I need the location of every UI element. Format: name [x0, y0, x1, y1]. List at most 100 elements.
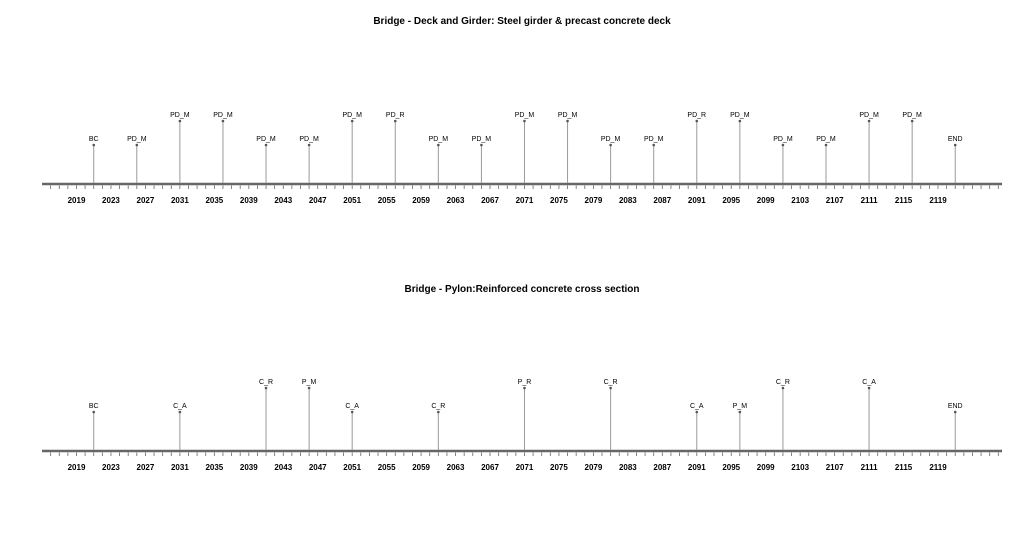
event-marker: C_A	[690, 403, 704, 450]
event-dot	[910, 119, 914, 123]
tick-label: 2119	[929, 196, 947, 205]
tick-label: 2115	[895, 196, 913, 205]
event-dot	[264, 143, 268, 147]
tick-label: 2039	[240, 463, 258, 472]
event-dot	[523, 386, 526, 390]
event-label: PD_M	[256, 136, 276, 143]
tick-label: 2103	[791, 196, 809, 205]
tick-label: 2051	[343, 463, 361, 472]
event-marker: P_R	[518, 379, 532, 450]
tick-label: 2035	[205, 463, 223, 472]
event-label: PD_M	[213, 112, 233, 119]
event-marker: PD_M	[773, 136, 793, 183]
tick-label: 2087	[653, 196, 671, 205]
event-dot	[221, 119, 225, 123]
event-label: P_M	[733, 403, 748, 410]
event-marker: PD_R	[687, 112, 706, 183]
event-marker: P_M	[733, 403, 748, 450]
event-marker: PD_M	[644, 136, 664, 183]
event-label: C_R	[431, 403, 445, 410]
event-dot	[738, 410, 742, 414]
tick-label: 2115	[895, 463, 913, 472]
event-label: PD_M	[558, 112, 578, 119]
tick-label: 2055	[378, 196, 396, 205]
tick-label: 2023	[102, 196, 120, 205]
event-marker: PD_M	[515, 112, 534, 183]
event-label: PD_M	[342, 112, 362, 119]
event-dot	[738, 119, 742, 123]
event-label: C_A	[862, 379, 876, 386]
event-dot	[523, 119, 526, 123]
event-label: PD_M	[127, 136, 147, 143]
event-dot	[350, 410, 354, 414]
event-label: PD_M	[902, 112, 922, 119]
event-marker: C_R	[259, 379, 273, 450]
tick-label: 2103	[791, 463, 809, 472]
event-label: PD_R	[687, 112, 706, 119]
event-marker: PD_M	[429, 136, 448, 183]
tick-label: 2055	[378, 463, 396, 472]
event-marker: PD_M	[730, 112, 750, 183]
event-label: P_M	[302, 379, 317, 386]
tick-label: 2099	[757, 196, 775, 205]
tick-label: 2079	[585, 463, 603, 472]
timeline-chart-1: Bridge - Deck and Girder: Steel girder &…	[42, 16, 1002, 205]
tick-label: 2039	[240, 196, 258, 205]
tick-label: 2063	[447, 196, 465, 205]
chart-title: Bridge - Deck and Girder: Steel girder &…	[373, 16, 671, 27]
tick-label: 2043	[274, 196, 292, 205]
event-dot	[566, 119, 569, 123]
tick-label: 2083	[619, 463, 637, 472]
event-dot	[781, 143, 785, 147]
tick-label: 2107	[826, 463, 844, 472]
event-marker: PD_M	[299, 136, 319, 183]
event-dot	[609, 143, 612, 147]
tick-label: 2059	[412, 463, 430, 472]
tick-label: 2119	[929, 463, 947, 472]
tick-label: 2111	[861, 463, 878, 472]
event-dot	[135, 143, 139, 147]
event-marker: PD_M	[472, 136, 491, 183]
event-label: P_R	[518, 379, 532, 386]
event-marker: P_M	[302, 379, 317, 450]
event-label: C_R	[604, 379, 618, 386]
event-marker: C_A	[862, 379, 876, 450]
event-marker: PD_M	[902, 112, 922, 183]
event-label: C_R	[259, 379, 273, 386]
tick-label: 2019	[68, 196, 86, 205]
event-dot	[695, 410, 699, 414]
event-label: PD_M	[299, 136, 319, 143]
timeline-chart-2: Bridge - Pylon:Reinforced concrete cross…	[42, 284, 1002, 472]
event-dot	[867, 386, 871, 390]
event-marker: END	[948, 403, 963, 450]
tick-label: 2031	[171, 463, 189, 472]
event-dot	[92, 143, 96, 147]
event-dot	[264, 386, 268, 390]
event-dot	[92, 410, 96, 414]
tick-label: 2027	[137, 463, 155, 472]
event-dot	[178, 410, 182, 414]
event-dot	[307, 143, 311, 147]
event-dot	[609, 386, 612, 390]
tick-label: 2067	[481, 196, 499, 205]
event-dot	[350, 119, 354, 123]
tick-label: 2099	[757, 463, 775, 472]
event-marker: C_R	[431, 403, 445, 450]
chart-title: Bridge - Pylon:Reinforced concrete cross…	[404, 284, 639, 295]
tick-label: 2023	[102, 463, 120, 472]
tick-label: 2083	[619, 196, 637, 205]
tick-label: 2059	[412, 196, 430, 205]
event-label: PD_R	[386, 112, 405, 119]
event-label: END	[948, 136, 963, 143]
event-marker: PD_M	[256, 136, 276, 183]
event-marker: PD_M	[558, 112, 578, 183]
axis-ticks	[50, 185, 999, 189]
event-dot	[480, 143, 483, 147]
tick-label: 2095	[722, 196, 740, 205]
event-label: PD_M	[601, 136, 621, 143]
event-marker: PD_M	[816, 136, 836, 183]
event-dot	[824, 143, 828, 147]
event-dot	[695, 119, 699, 123]
event-dot	[652, 143, 656, 147]
